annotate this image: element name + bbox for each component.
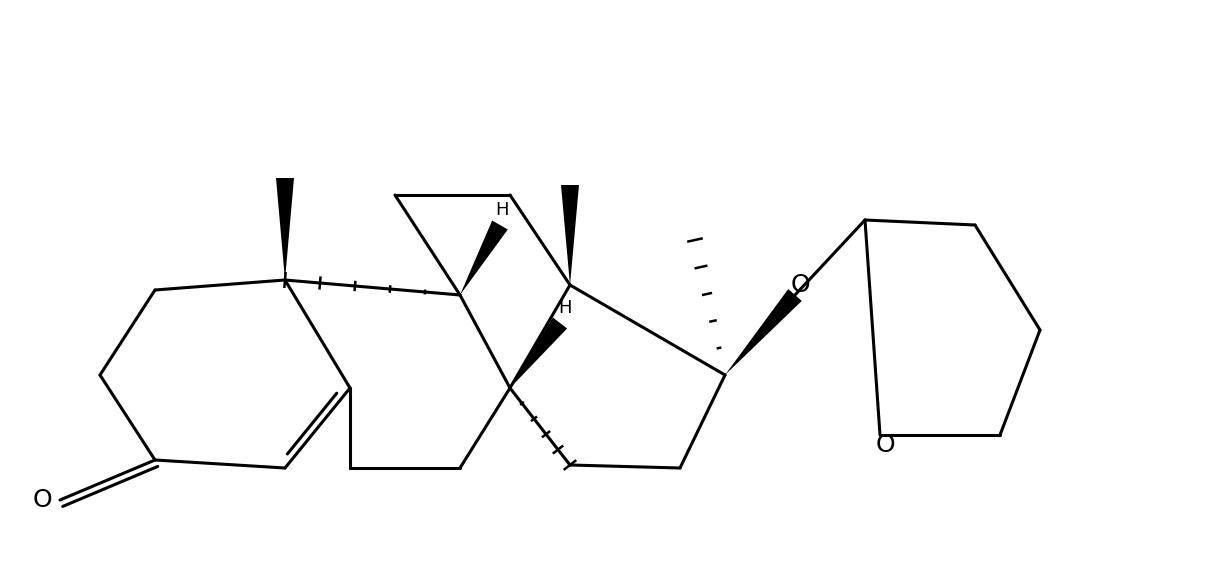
Polygon shape (276, 178, 294, 280)
Polygon shape (460, 221, 508, 295)
Text: O: O (876, 433, 895, 457)
Polygon shape (725, 289, 801, 375)
Polygon shape (510, 317, 568, 388)
Text: O: O (790, 273, 810, 297)
Polygon shape (561, 185, 579, 285)
Text: H: H (558, 299, 571, 317)
Text: H: H (496, 201, 509, 219)
Text: O: O (32, 488, 52, 512)
